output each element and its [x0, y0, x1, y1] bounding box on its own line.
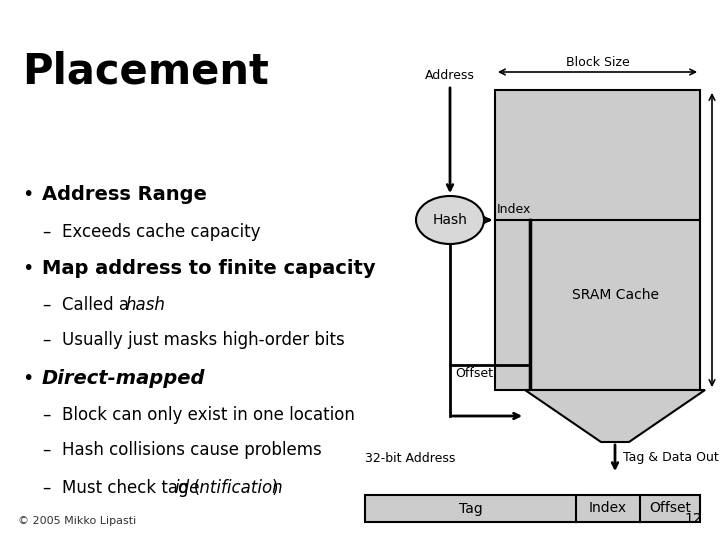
Text: Address: Address: [425, 69, 475, 82]
Text: Usually just masks high-order bits: Usually just masks high-order bits: [62, 331, 345, 349]
Bar: [365, 495, 700, 522]
Text: Offset: Offset: [455, 367, 493, 380]
Text: –: –: [42, 296, 50, 314]
Text: •: •: [22, 259, 33, 278]
Ellipse shape: [416, 196, 484, 244]
Text: Hash collisions cause problems: Hash collisions cause problems: [62, 441, 322, 459]
Text: hash: hash: [125, 296, 165, 314]
Bar: [495, 90, 700, 390]
Text: Map address to finite capacity: Map address to finite capacity: [42, 259, 376, 278]
Text: •: •: [22, 186, 33, 205]
Text: –: –: [42, 479, 50, 497]
Text: Block Size: Block Size: [566, 56, 629, 69]
Text: Address Range: Address Range: [42, 186, 207, 205]
Text: Must check tag (: Must check tag (: [62, 479, 200, 497]
Text: Called a: Called a: [62, 296, 134, 314]
Text: Hash: Hash: [433, 213, 467, 227]
Text: –: –: [42, 223, 50, 241]
Text: ): ): [272, 479, 279, 497]
Text: Direct-mapped: Direct-mapped: [42, 368, 205, 388]
Polygon shape: [525, 390, 705, 442]
Text: Tag & Data Out: Tag & Data Out: [623, 451, 719, 464]
Text: © 2005 Mikko Lipasti: © 2005 Mikko Lipasti: [18, 516, 136, 526]
Text: Block can only exist in one location: Block can only exist in one location: [62, 406, 355, 424]
Text: –: –: [42, 406, 50, 424]
Text: 32-bit Address: 32-bit Address: [365, 452, 455, 465]
Text: identification: identification: [174, 479, 283, 497]
Text: Index: Index: [589, 502, 627, 516]
Text: SRAM Cache: SRAM Cache: [572, 288, 659, 302]
Text: –: –: [42, 441, 50, 459]
Text: 12: 12: [685, 512, 702, 526]
Text: Placement: Placement: [22, 50, 269, 92]
Text: Exceeds cache capacity: Exceeds cache capacity: [62, 223, 261, 241]
Text: •: •: [22, 368, 33, 388]
Text: Index: Index: [497, 203, 531, 216]
Text: –: –: [42, 331, 50, 349]
Text: Tag: Tag: [459, 502, 482, 516]
Text: Offset: Offset: [649, 502, 691, 516]
